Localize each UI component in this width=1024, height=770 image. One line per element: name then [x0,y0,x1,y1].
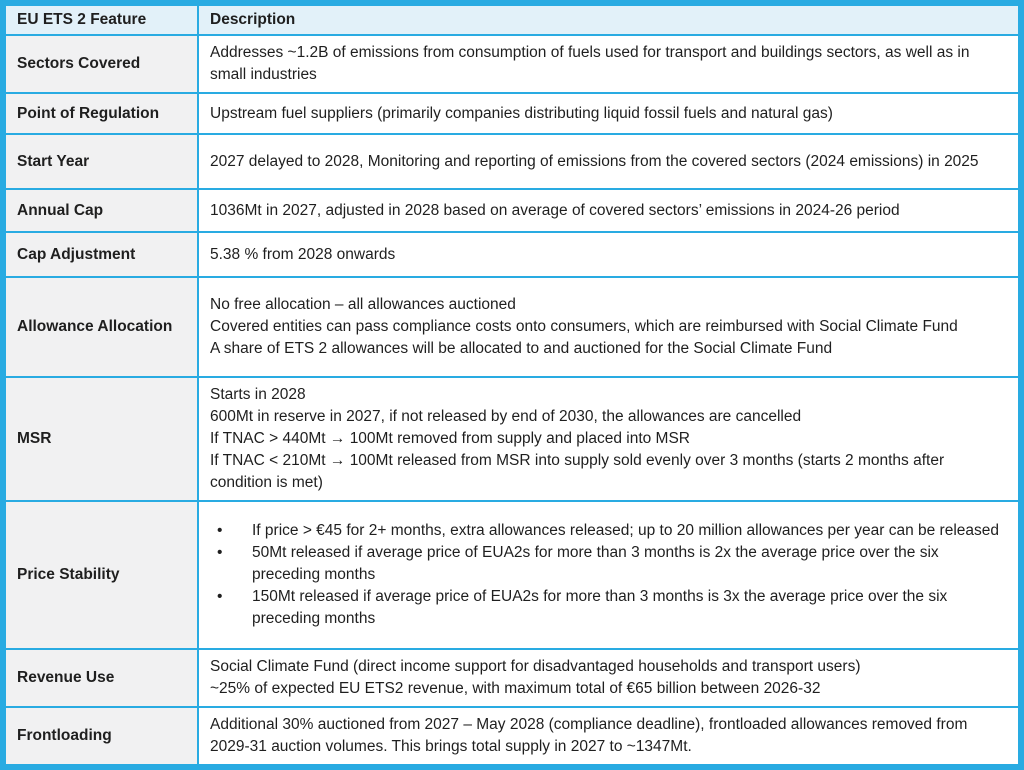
bullet-text: 150Mt released if average price of EUA2s… [252,588,948,627]
description-paragraph: Additional 30% auctioned from 2027 – May… [210,716,968,755]
bullet-list-item: • 50Mt released if average price of EUA2… [210,542,1008,586]
description-paragraph: 2027 delayed to 2028, Monitoring and rep… [210,152,979,170]
table-row: Annual Cap 1036Mt in 2027, adjusted in 2… [4,188,1020,233]
row-description: Upstream fuel suppliers (primarily compa… [197,92,1020,135]
table-row: Cap Adjustment 5.38 % from 2028 onwards [4,231,1020,278]
table-row: Frontloading Additional 30% auctioned fr… [4,706,1020,766]
description-paragraph: If TNAC > 440Mt → 100Mt removed from sup… [210,430,690,447]
bullet-list-item: • If price > €45 for 2+ months, extra al… [210,520,1008,542]
row-description: Social Climate Fund (direct income suppo… [197,648,1020,708]
row-description: 5.38 % from 2028 onwards [197,231,1020,278]
row-description: Addresses ~1.2B of emissions from consum… [197,34,1020,94]
row-feature-start-year: Start Year [4,133,199,190]
description-paragraph: 1036Mt in 2027, adjusted in 2028 based o… [210,201,900,219]
row-description: • If price > €45 for 2+ months, extra al… [197,500,1020,650]
column-header-feature: EU ETS 2 Feature [4,4,199,36]
row-feature-annual-cap: Annual Cap [4,188,199,233]
description-paragraph: Upstream fuel suppliers (primarily compa… [210,104,833,122]
description-paragraph: Starts in 2028 [210,386,306,403]
row-feature-frontloading: Frontloading [4,706,199,766]
description-paragraph: 5.38 % from 2028 onwards [210,245,396,263]
description-paragraph: 600Mt in reserve in 2027, if not release… [210,408,802,425]
table-row: MSR Starts in 2028 600Mt in reserve in 2… [4,376,1020,502]
description-paragraph: ~25% of expected EU ETS2 revenue, with m… [210,680,821,697]
table-row: Price Stability • If price > €45 for 2+ … [4,500,1020,650]
row-description: 1036Mt in 2027, adjusted in 2028 based o… [197,188,1020,233]
bullet-text: If price > €45 for 2+ months, extra allo… [252,522,1000,539]
description-paragraph: Social Climate Fund (direct income suppo… [210,658,861,675]
table-row: Point of Regulation Upstream fuel suppli… [4,92,1020,135]
bullet-icon: • [217,588,223,605]
table-row: Sectors Covered Addresses ~1.2B of emiss… [4,34,1020,94]
row-feature-price-stability: Price Stability [4,500,199,650]
table-header-row: EU ETS 2 Feature Description [4,4,1020,36]
row-feature-point-of-regulation: Point of Regulation [4,92,199,135]
description-paragraph: Addresses ~1.2B of emissions from consum… [210,44,970,83]
description-paragraph: Covered entities can pass compliance cos… [210,318,958,335]
feature-description-table: EU ETS 2 Feature Description Sectors Cov… [4,4,1020,766]
bullet-icon: • [217,522,223,539]
bullet-icon: • [217,544,223,561]
row-feature-cap-adjustment: Cap Adjustment [4,231,199,278]
bullet-text: 50Mt released if average price of EUA2s … [252,544,939,583]
row-feature-sectors-covered: Sectors Covered [4,34,199,94]
description-paragraph: If TNAC < 210Mt → 100Mt released from MS… [210,452,945,491]
bullet-list-item: • 150Mt released if average price of EUA… [210,586,1008,630]
table-row: Revenue Use Social Climate Fund (direct … [4,648,1020,708]
row-description: Additional 30% auctioned from 2027 – May… [197,706,1020,766]
row-description: 2027 delayed to 2028, Monitoring and rep… [197,133,1020,190]
row-description: No free allocation – all allowances auct… [197,276,1020,378]
row-description: Starts in 2028 600Mt in reserve in 2027,… [197,376,1020,502]
description-paragraph: A share of ETS 2 allowances will be allo… [210,340,833,357]
row-feature-msr: MSR [4,376,199,502]
description-paragraph: No free allocation – all allowances auct… [210,296,516,313]
row-feature-revenue-use: Revenue Use [4,648,199,708]
row-feature-allowance-allocation: Allowance Allocation [4,276,199,378]
column-header-description: Description [197,4,1020,36]
table-row: Allowance Allocation No free allocation … [4,276,1020,378]
table-row: Start Year 2027 delayed to 2028, Monitor… [4,133,1020,190]
